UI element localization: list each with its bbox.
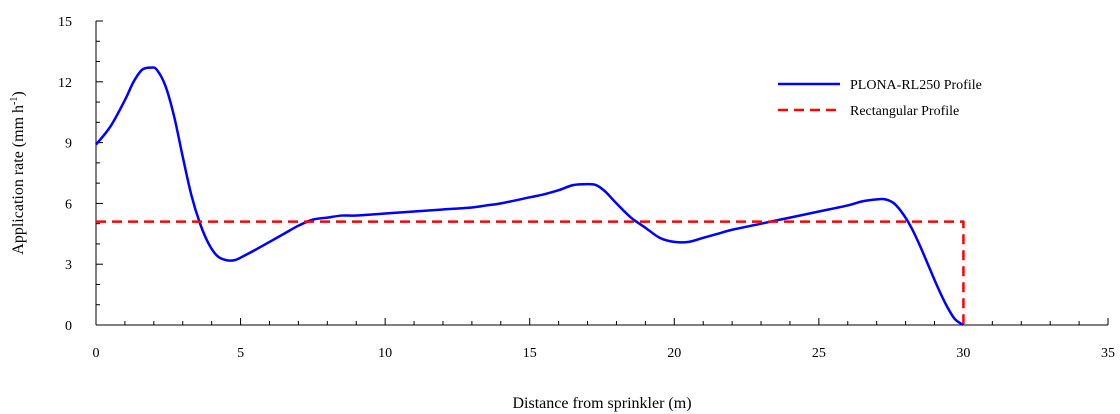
x-axis-title: Distance from sprinkler (m)	[512, 395, 691, 412]
legend-label-plona-rl250-profile: PLONA-RL250 Profile	[850, 78, 982, 93]
y-tick-label: 9	[65, 137, 72, 152]
x-tick-label: 5	[237, 346, 244, 361]
y-tick-label: 6	[65, 197, 72, 212]
x-tick-label: 25	[812, 346, 826, 361]
x-tick-label: 35	[1101, 346, 1115, 361]
x-tick-label: 30	[956, 346, 970, 361]
legend: PLONA-RL250 Profile Rectangular Profile	[778, 78, 982, 119]
y-tick-label: 15	[58, 15, 72, 30]
y-axis-title-main: Application rate (mm h	[10, 105, 27, 255]
y-axis-title: Application rate (mm h-1)	[9, 91, 27, 254]
x-tick-label: 15	[523, 346, 537, 361]
series-line-plona-rl250-profile	[95, 66, 965, 327]
y-tick-label: 12	[58, 76, 72, 91]
plot-area: 0 5 10 15 20 25 30 35 0 3 6 9 12 15	[58, 15, 1115, 361]
y-tick-label: 0	[65, 319, 72, 334]
x-tick-label: 20	[667, 346, 681, 361]
y-axis-title-close: )	[10, 91, 27, 96]
y-axis-title-superscript: -1	[9, 97, 20, 105]
y-tick-label: 3	[65, 258, 72, 273]
x-tick-label: 10	[378, 346, 392, 361]
x-ticks: 0 5 10 15 20 25 30 35	[93, 318, 1115, 361]
x-tick-label: 0	[93, 346, 100, 361]
series-line-rectangular-profile	[96, 220, 965, 325]
y-ticks: 0 3 6 9 12 15	[58, 15, 103, 334]
legend-label-rectangular-profile: Rectangular Profile	[850, 104, 959, 119]
series-layer	[95, 66, 965, 327]
